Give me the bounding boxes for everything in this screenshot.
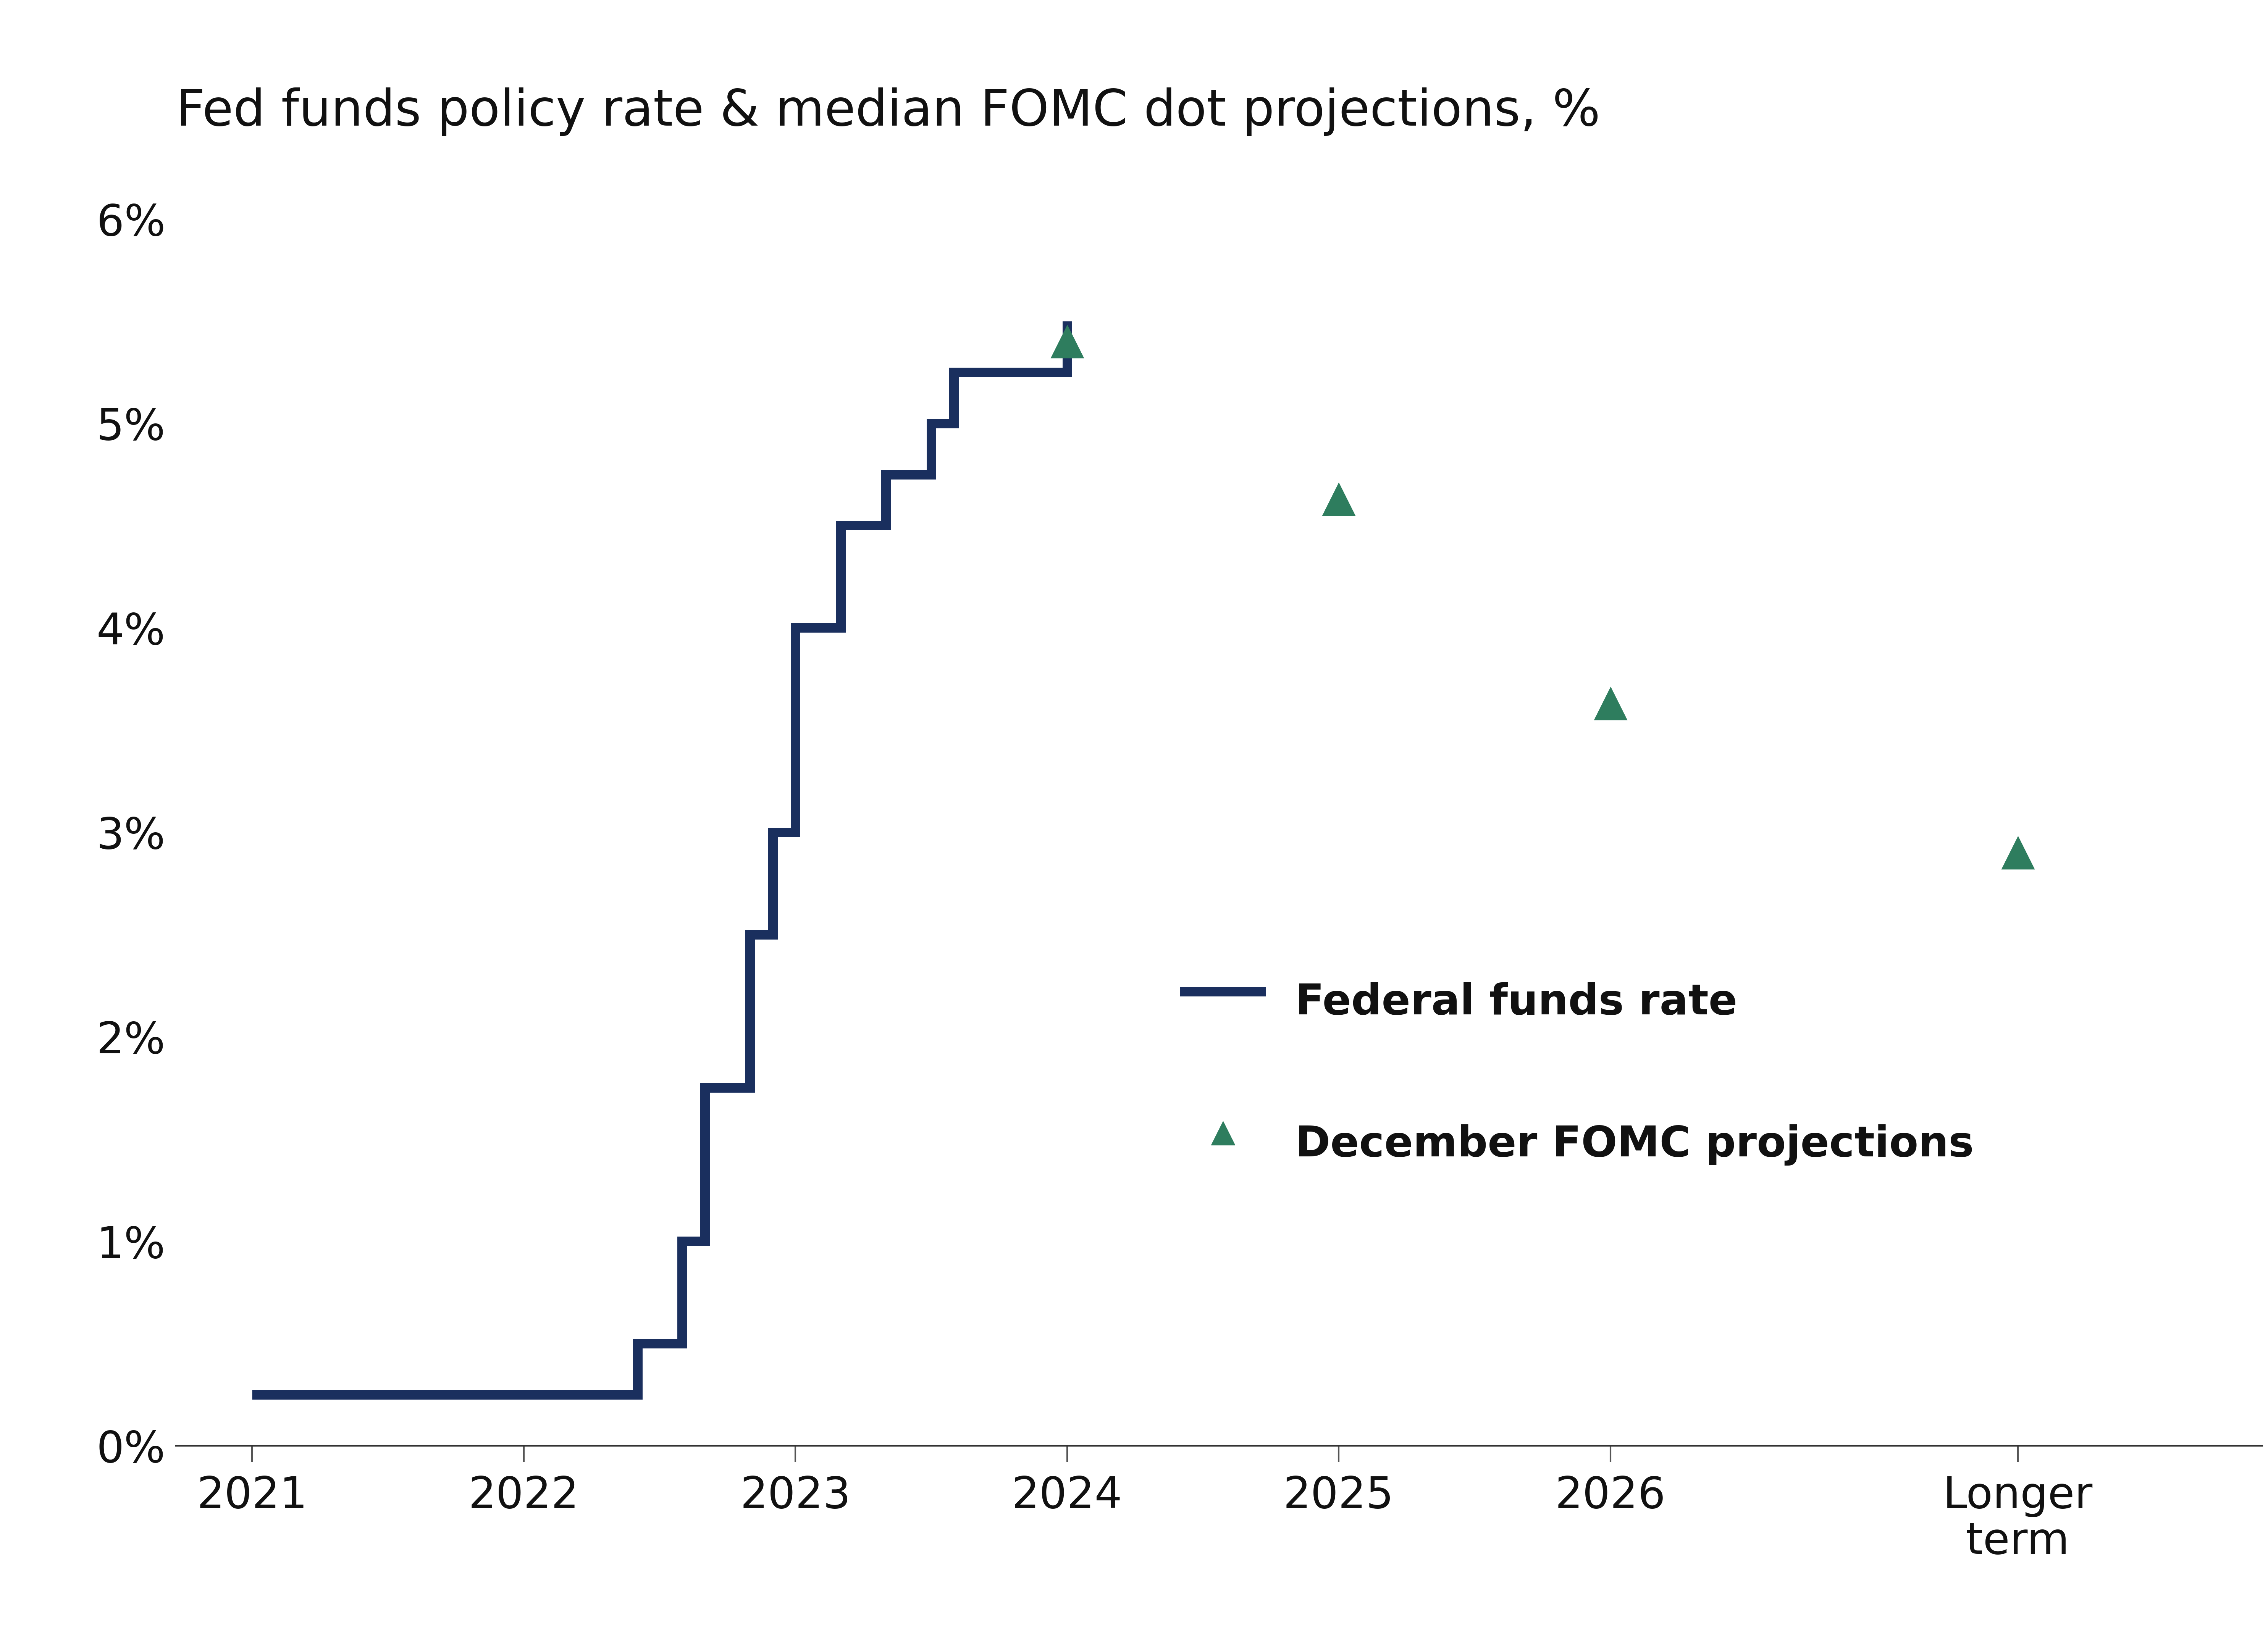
Point [1320, 485, 1356, 511]
Point [1048, 328, 1084, 355]
Point [1592, 690, 1628, 716]
Legend: Federal funds rate, December FOMC projections: Federal funds rate, December FOMC projec… [1168, 951, 1991, 1193]
Text: Fed funds policy rate & median FOMC dot projections, %: Fed funds policy rate & median FOMC dot … [177, 88, 1601, 136]
Point [2000, 840, 2037, 866]
